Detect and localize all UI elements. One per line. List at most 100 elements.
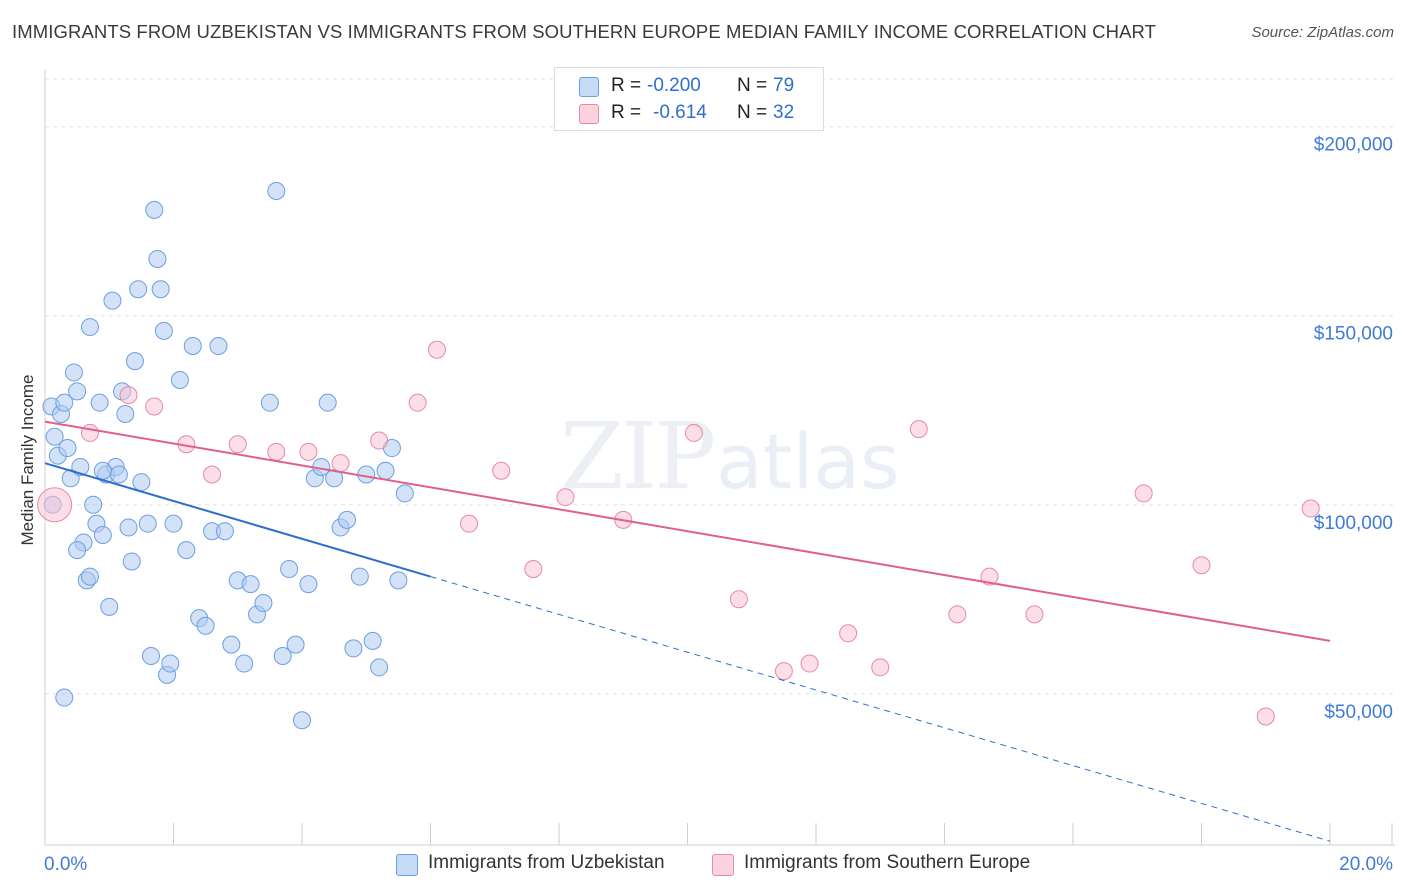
legend-swatch-pink (579, 104, 599, 124)
point-uzbekistan (151, 280, 170, 299)
point-uzbekistan (260, 393, 279, 412)
point-southern-europe (1256, 707, 1275, 726)
point-uzbekistan (299, 575, 318, 594)
point-southern-europe (80, 423, 99, 442)
point-uzbekistan (145, 200, 164, 219)
legend-n-value: 79 (773, 75, 795, 96)
bottom-legend-label: Immigrants from Uzbekistan (428, 852, 665, 873)
point-uzbekistan (109, 465, 128, 484)
point-uzbekistan (45, 427, 64, 446)
series-southern-europe-points (37, 340, 1320, 726)
point-southern-europe (370, 431, 389, 450)
point-uzbekistan (148, 250, 167, 269)
point-uzbekistan (164, 514, 183, 533)
point-uzbekistan (389, 571, 408, 590)
point-uzbekistan (215, 522, 234, 541)
point-southern-europe (1134, 484, 1153, 503)
trend-lines (44, 420, 1331, 842)
point-southern-europe (1192, 556, 1211, 575)
point-southern-europe (408, 393, 427, 412)
point-uzbekistan (170, 371, 189, 389)
y-tick-label: $200,000 (1314, 135, 1393, 156)
point-southern-europe (524, 560, 543, 579)
axes (44, 70, 1395, 846)
point-uzbekistan (293, 711, 311, 730)
point-uzbekistan (93, 526, 112, 544)
point-uzbekistan (350, 567, 369, 586)
point-uzbekistan (161, 654, 180, 673)
point-southern-europe (839, 624, 858, 643)
y-axis-label: Median Family Income (18, 374, 37, 546)
point-southern-europe (492, 461, 511, 480)
point-uzbekistan (119, 518, 138, 537)
point-southern-europe (729, 590, 748, 609)
point-uzbekistan (142, 646, 161, 665)
point-southern-europe (119, 386, 138, 405)
legend-n-label: N = (737, 102, 768, 123)
point-uzbekistan (80, 567, 99, 586)
point-uzbekistan (209, 336, 228, 355)
point-uzbekistan (125, 352, 144, 371)
legend-r-value: -0.614 (653, 102, 707, 123)
point-uzbekistan (325, 469, 344, 488)
point-uzbekistan (132, 473, 151, 492)
legend-r-label: R = (611, 102, 642, 123)
point-uzbekistan (395, 484, 414, 503)
y-tick-label: $100,000 (1314, 513, 1393, 534)
point-uzbekistan (64, 363, 83, 382)
legend-n-label: N = (737, 75, 768, 96)
bottom-legend-label: Immigrants from Southern Europe (744, 852, 1031, 873)
trend-line-uzbekistan (44, 462, 431, 578)
point-southern-europe (145, 397, 164, 416)
point-uzbekistan (177, 541, 196, 560)
point-uzbekistan (344, 639, 363, 658)
y-tick-label: $50,000 (1324, 702, 1393, 723)
point-uzbekistan (100, 597, 119, 616)
chart-title: IMMIGRANTS FROM UZBEKISTAN VS IMMIGRANTS… (12, 21, 1157, 42)
trend-line-uzbekistan-extension (430, 576, 1331, 842)
point-uzbekistan (196, 616, 215, 635)
y-tick-label: $150,000 (1314, 324, 1393, 345)
point-southern-europe (774, 662, 793, 681)
point-southern-europe (980, 567, 999, 586)
point-southern-europe (800, 654, 819, 673)
point-uzbekistan (280, 560, 299, 579)
point-uzbekistan (122, 552, 141, 571)
point-southern-europe (427, 340, 446, 359)
point-uzbekistan (58, 439, 77, 458)
x-tick-label-end: 20.0% (1339, 854, 1393, 875)
svg-text:atlas: atlas (716, 417, 900, 506)
bottom-legend-swatch-blue (396, 854, 418, 876)
point-uzbekistan (154, 321, 173, 340)
point-southern-europe (1025, 605, 1044, 624)
point-uzbekistan (103, 291, 122, 310)
point-uzbekistan (273, 646, 292, 665)
point-southern-europe (684, 423, 703, 442)
bottom-legend-swatch-pink (712, 854, 734, 876)
point-southern-europe (556, 488, 575, 507)
point-uzbekistan (68, 382, 87, 401)
point-southern-europe (871, 658, 890, 677)
point-southern-europe (909, 420, 928, 439)
chart-source: Source: ZipAtlas.com (1251, 24, 1394, 41)
legend-r-value: -0.200 (647, 75, 701, 96)
point-uzbekistan (222, 635, 241, 654)
point-uzbekistan (363, 631, 382, 650)
point-uzbekistan (80, 318, 99, 337)
point-uzbekistan (71, 457, 90, 476)
point-southern-europe (1301, 499, 1320, 518)
point-uzbekistan (183, 336, 202, 355)
legend-swatch-blue (579, 77, 599, 97)
point-southern-europe (331, 454, 350, 473)
tick-labels: $50,000 $100,000 $150,000 $200,000 0.0% 20.0% (44, 135, 1393, 875)
point-uzbekistan (90, 393, 109, 412)
point-southern-europe (203, 465, 222, 484)
point-uzbekistan (267, 181, 286, 200)
legend-n-value: 32 (773, 102, 795, 123)
point-uzbekistan (116, 405, 135, 424)
point-uzbekistan (370, 658, 389, 677)
watermark: ZIP atlas (560, 403, 900, 510)
point-uzbekistan (84, 495, 103, 514)
point-southern-europe (948, 605, 967, 624)
